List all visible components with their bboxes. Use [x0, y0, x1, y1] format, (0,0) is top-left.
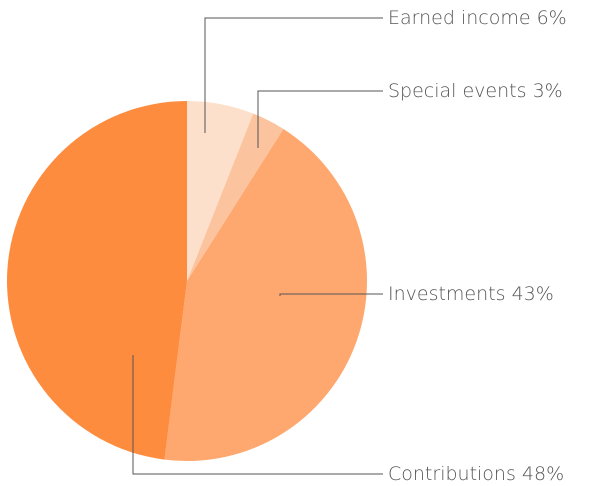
slice-name: Contributions: [388, 463, 516, 485]
slice-name: Earned income: [388, 7, 531, 29]
slice-label: Special events 3%: [388, 80, 563, 102]
leader-line: [132, 355, 383, 475]
slice-name: Special events: [388, 80, 527, 102]
leader-line: [204, 17, 383, 133]
slice-value: 43%: [512, 283, 554, 305]
pie-slice: [6, 101, 188, 460]
pie-slice: [187, 113, 284, 282]
slice-value: 6%: [537, 7, 567, 29]
slice-value: 3%: [533, 80, 563, 102]
pie-slice: [164, 129, 368, 462]
slice-label: Contributions 48%: [388, 463, 564, 485]
leader-line: [279, 293, 383, 296]
slice-label: Earned income 6%: [388, 7, 567, 29]
slice-label: Investments 43%: [388, 283, 554, 305]
slice-name: Investments: [388, 283, 506, 305]
leader-line: [257, 90, 383, 148]
slice-value: 48%: [522, 463, 564, 485]
pie-slice: [187, 101, 254, 281]
